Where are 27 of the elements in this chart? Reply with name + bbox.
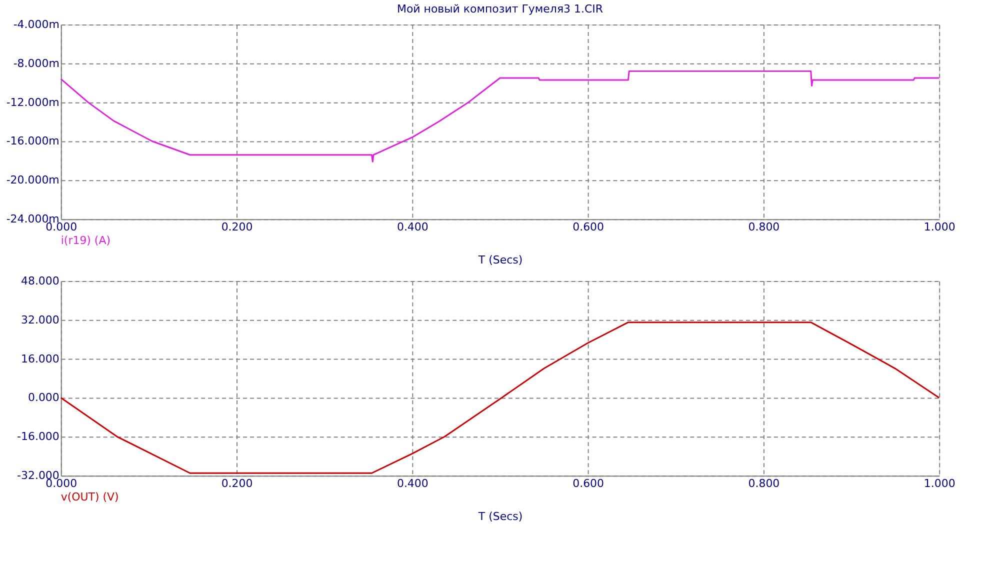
x-tick-label: 0.800 (748, 220, 780, 234)
x-tick-label: 0.400 (396, 220, 428, 234)
text: v(OUT) (V) (60, 490, 119, 504)
x-tick-label: 1.000 (924, 477, 956, 490)
line-series (60, 322, 940, 474)
y-tick-label: 16.000 (20, 352, 60, 366)
y-tick-label: -20.000m (6, 174, 60, 187)
text: i(r19) (A) (60, 234, 110, 248)
x-tick-label: 0.600 (572, 220, 604, 234)
x-tick-label: 0.400 (396, 477, 428, 490)
y-tick-label: -12.000m (6, 96, 60, 109)
y-tick-label: 48.000 (20, 274, 60, 288)
x-tick-label: 1.000 (924, 220, 956, 234)
y-tick-label: 0.000 (28, 391, 60, 404)
y-tick-label: -16.000m (6, 134, 60, 148)
x-tick-label: 0.200 (221, 220, 253, 234)
x-axis-title: T (Secs) (477, 510, 523, 523)
x-tick-label: 0.600 (572, 477, 604, 490)
y-tick-label: -4.000m (13, 18, 60, 31)
x-axis-title: T (Secs) (477, 254, 523, 266)
line-series (60, 70, 940, 162)
y-tick-label: -16.000 (17, 430, 60, 444)
y-tick-label: 32.000 (20, 313, 60, 326)
x-tick-label: 0.200 (221, 477, 253, 490)
chart-title: Мой новый композит Гумеля3 1.CIR (396, 2, 604, 16)
x-tick-label: 0.800 (748, 477, 780, 490)
y-tick-label: -8.000m (13, 56, 60, 70)
